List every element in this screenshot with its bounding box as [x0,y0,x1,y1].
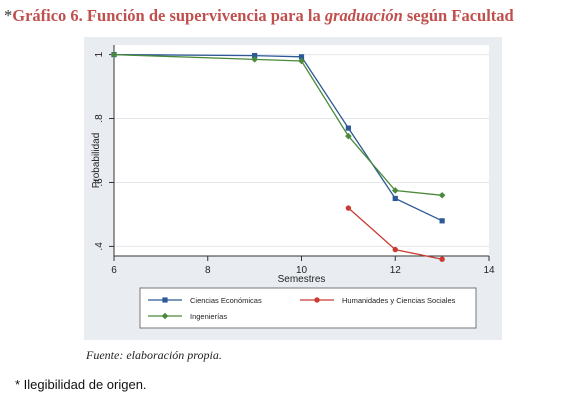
figure-title: *Gráfico 6. Función de supervivencia par… [4,6,579,26]
x-tick-label: 10 [296,265,308,276]
data-point [392,195,398,202]
data-point [110,51,118,58]
data-point [252,52,258,59]
x-tick-label: 8 [205,265,211,276]
y-axis-title: Probabilidad [91,133,102,189]
footnote: * Ilegibilidad de origen. [15,377,147,392]
data-point [314,297,320,303]
title-text-part2: según Facultad [402,6,514,25]
series-line [113,53,443,196]
series-3 [110,51,446,199]
data-point [251,56,258,63]
y-tick-label: .8 [94,114,105,123]
survival-chart: .4 .6 .8 1 6 8 10 12 14 Semestres Probabilidad Cien… [91,45,495,329]
data-point [439,218,445,224]
x-axis-title: Semestres [278,274,326,285]
y-tick-label: .4 [94,242,105,251]
data-point [438,191,446,199]
source-note: Fuente: elaboración propia. [86,348,222,362]
plot-area [114,45,489,256]
legend-item-2: Humanidades y Ciencias Sociales [300,296,456,305]
legend-box [139,287,477,329]
data-point [392,246,398,253]
legend-label: Ingenierías [190,312,227,321]
series-2 [345,205,445,262]
legend-item-3: Ingenierías [148,312,227,321]
legend-label: Ciencias Económicas [190,296,262,305]
legend-item-1: Ciencias Económicas [148,296,262,305]
y-tick-label: .6 [94,178,105,187]
legend-label: Humanidades y Ciencias Sociales [342,296,456,305]
title-text-part1: Gráfico 6. Función de supervivencia para… [12,6,325,25]
data-point [391,187,399,194]
x-tick-label: 12 [390,265,402,276]
x-tick-label: 6 [111,265,117,276]
data-point [161,312,169,320]
title-text-italic: graduación [324,6,403,25]
data-point [345,205,352,211]
data-point [345,125,351,131]
data-point [439,256,445,262]
x-tick-label: 14 [483,265,495,276]
legend: Ciencias Económicas Humanidades y Ciencia… [139,287,477,329]
data-point [298,57,305,65]
title-asterisk: * [4,6,13,25]
figure-panel: .4 .6 .8 1 6 8 10 12 14 Semestres Probabilidad Cien… [84,37,502,340]
data-point [162,297,168,303]
data-point [298,54,305,60]
series-line [113,53,443,222]
y-tick-label: 1 [94,51,105,57]
